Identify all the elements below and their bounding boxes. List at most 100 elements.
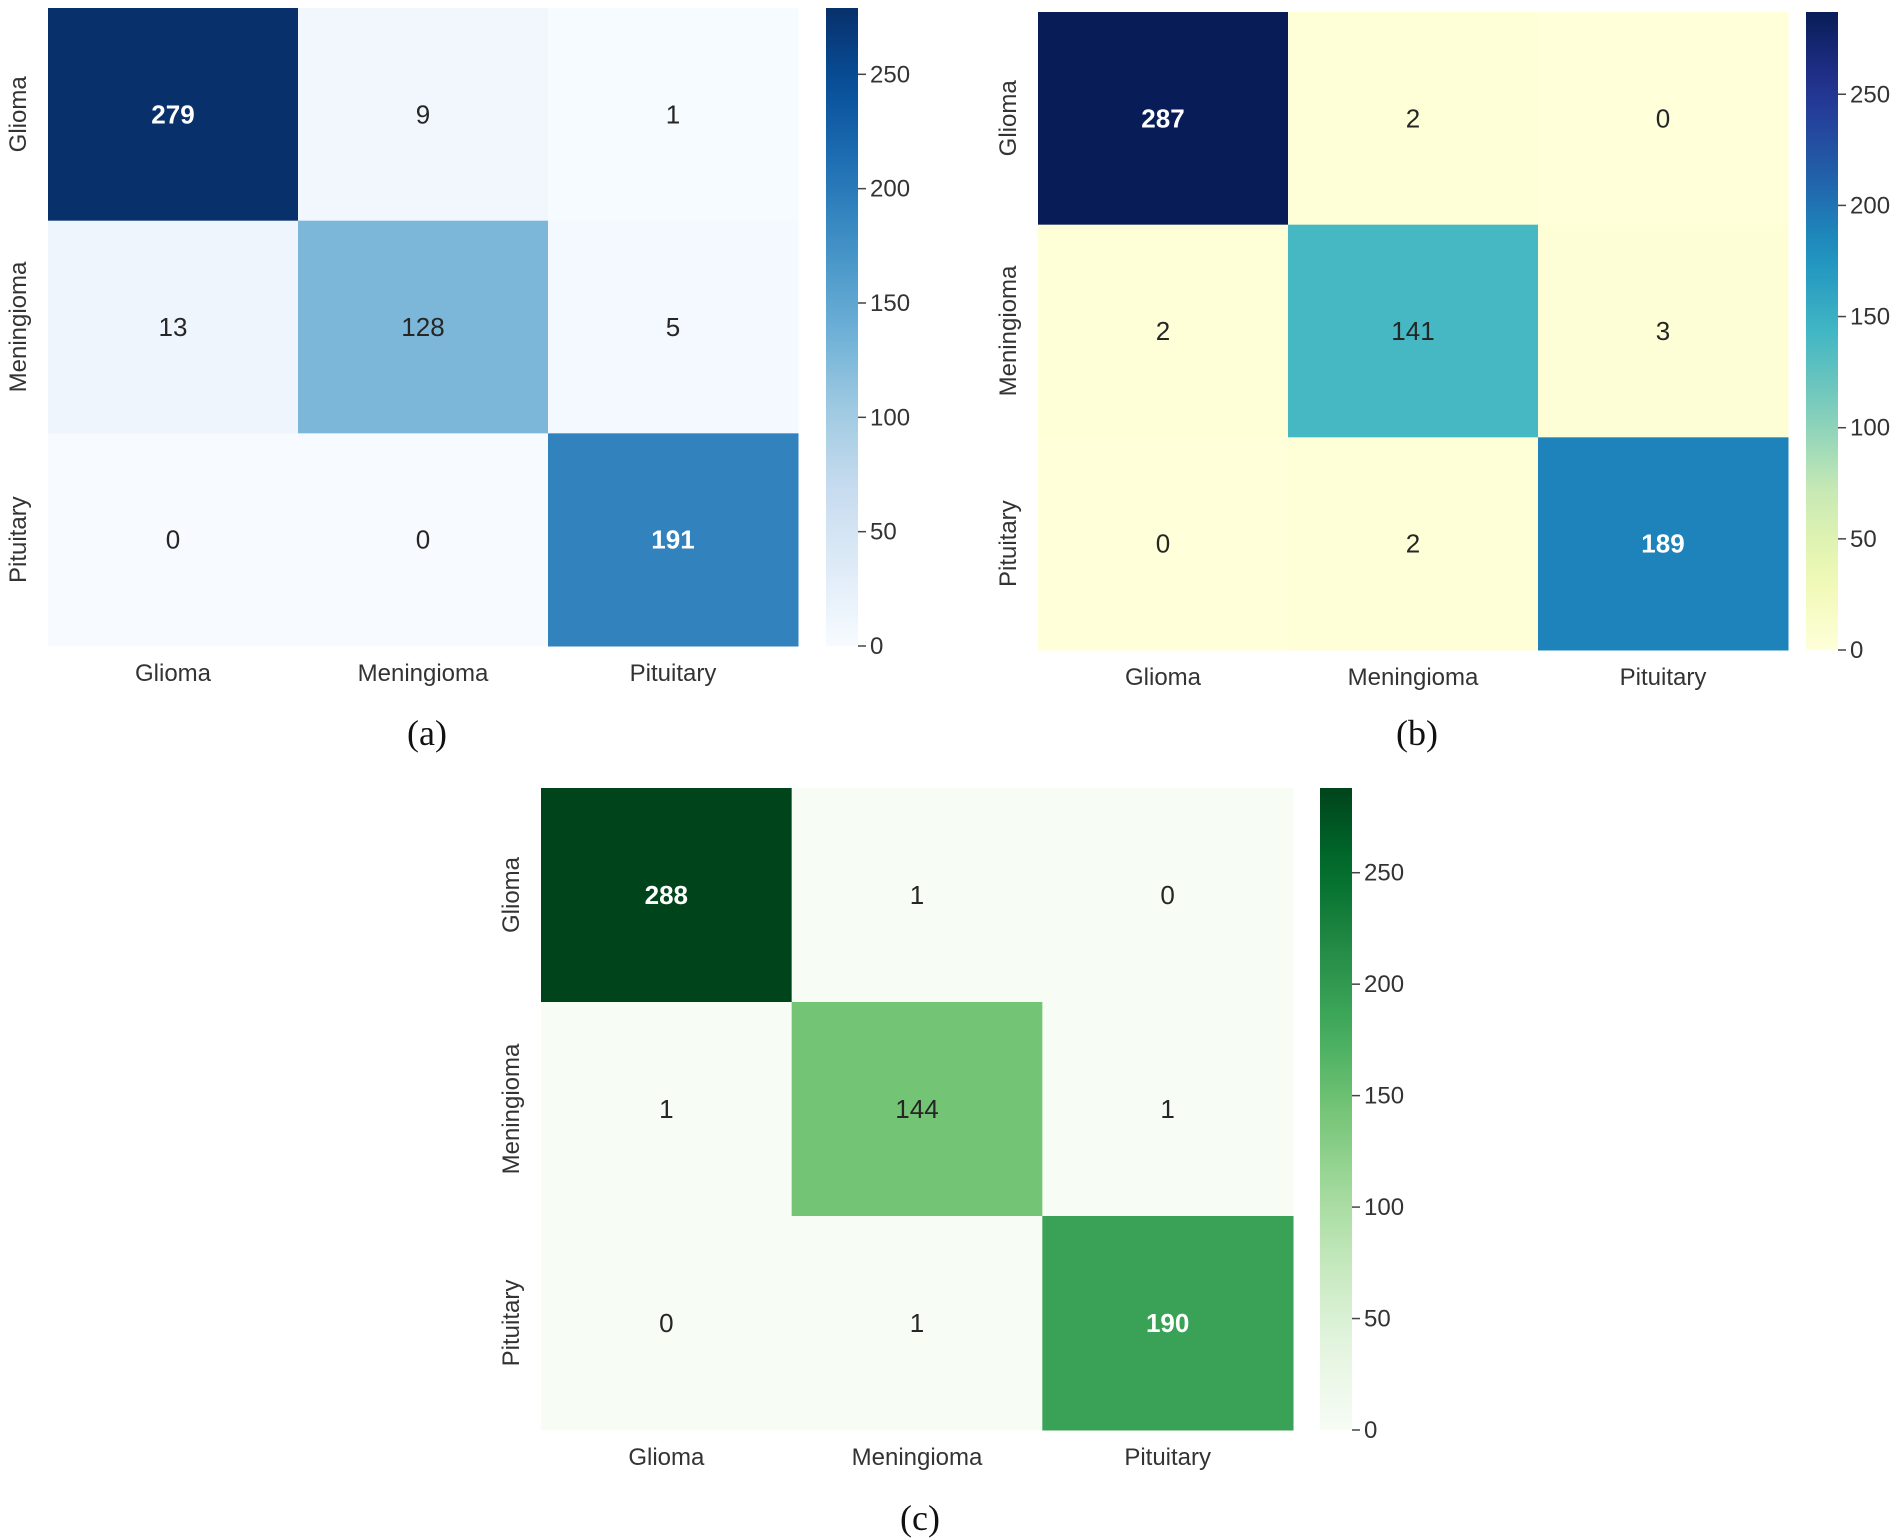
panel-a-colorbar-tick-label: 0 — [870, 633, 883, 660]
panel-c-cell-label-2-1: 1 — [910, 1308, 924, 1338]
panel-b-cell-0-2 — [1538, 12, 1789, 226]
panel-b-cell-0-1 — [1288, 12, 1539, 226]
panel-c-cell-0-0 — [541, 788, 793, 1003]
panel-c-cell-label-0-1: 1 — [910, 880, 924, 910]
panel-b-colorbar-tick-label: 0 — [1850, 637, 1863, 664]
panel-b-cell-1-1 — [1288, 224, 1539, 438]
panel-caption-b: (b) — [1396, 713, 1438, 753]
panel-a-cell-label-1-0: 13 — [159, 312, 188, 342]
panel-c-colorbar-tick-label: 250 — [1364, 860, 1404, 887]
panel-c-cell-0-2 — [1042, 788, 1294, 1003]
panel-b-cell-1-2 — [1538, 224, 1789, 438]
panel-b-cell-2-1 — [1288, 437, 1539, 651]
panel-b-x-tick-label: Pituitary — [1620, 664, 1707, 691]
panel-b-cell-2-0 — [1038, 437, 1289, 651]
panel-c-y-tick-label: Glioma — [498, 856, 525, 933]
panel-b-colorbar-tick-label: 200 — [1850, 192, 1890, 219]
panel-c-cell-2-0 — [541, 1216, 793, 1431]
panel-c-x-tick-label: Glioma — [628, 1444, 705, 1471]
panel-c-cell-label-1-1: 144 — [895, 1094, 938, 1124]
panel-b-colorbar — [1806, 12, 1838, 650]
panel-b-cell-label-0-1: 2 — [1406, 103, 1420, 133]
panel-a-x-tick-label: Pituitary — [630, 660, 717, 687]
panel-caption-c: (c) — [900, 1498, 940, 1538]
panel-c-colorbar-tick-label: 200 — [1364, 971, 1404, 998]
panel-b-y-tick-label: Glioma — [995, 80, 1022, 157]
panel-c-y-tick-label: Meningioma — [498, 1043, 525, 1174]
panel-a-cell-label-0-2: 1 — [666, 99, 680, 129]
panel-c-colorbar-tick-label: 0 — [1364, 1417, 1377, 1444]
panel-a-colorbar-tick-label: 100 — [870, 404, 910, 431]
panel-a-colorbar-tick-label: 50 — [870, 519, 897, 546]
panel-c-colorbar — [1320, 788, 1352, 1430]
panel-b-cell-1-0 — [1038, 224, 1289, 438]
panel-c-heatmap: 288 1 0 1 144 1 0 1 190 Glioma Meningioma Pituitary… — [498, 788, 1404, 1471]
panel-a-cell-label-1-1: 128 — [401, 312, 444, 342]
panel-a-cell-1-2 — [548, 220, 799, 434]
panel-b-cell-label-0-2: 0 — [1656, 103, 1670, 133]
panel-b-y-tick-label: Meningioma — [995, 265, 1022, 396]
panel-b-cell-label-2-1: 2 — [1406, 529, 1420, 559]
panel-a-y-tick-label: Glioma — [5, 76, 32, 153]
panel-b-cell-label-1-1: 141 — [1391, 316, 1434, 346]
panel-b-cell-2-2 — [1538, 437, 1789, 651]
panel-b-cell-label-2-0: 0 — [1156, 529, 1170, 559]
panel-a-cell-label-0-0: 279 — [151, 99, 194, 129]
panel-c-cell-2-1 — [791, 1216, 1043, 1431]
panel-c-x-tick-label: Pituitary — [1124, 1444, 1211, 1471]
panel-b-colorbar-tick-label: 100 — [1850, 415, 1890, 442]
panel-a-cell-2-1 — [298, 433, 549, 647]
panel-c-cell-1-0 — [541, 1002, 793, 1217]
panel-a-cell-2-2 — [548, 433, 799, 647]
panel-c-cell-label-2-0: 0 — [659, 1308, 673, 1338]
panel-b-heatmap: 287 2 0 2 141 3 0 2 189 Glioma Meningioma Pituitary… — [995, 12, 1890, 691]
panel-c-y-tick-label: Pituitary — [498, 1280, 525, 1367]
panel-a-x-tick-label: Glioma — [135, 660, 212, 687]
panel-a-colorbar — [826, 8, 858, 646]
panel-b-cell-label-0-0: 287 — [1141, 103, 1184, 133]
panel-c-cell-1-1 — [791, 1002, 1043, 1217]
panel-a-cell-label-2-2: 191 — [651, 525, 694, 555]
panel-a-y-tick-label: Meningioma — [5, 261, 32, 392]
panel-a-cell-label-2-1: 0 — [416, 525, 430, 555]
panel-c-cell-label-1-0: 1 — [659, 1094, 673, 1124]
panel-a-cell-label-1-2: 5 — [666, 312, 680, 342]
panel-a-cell-0-1 — [298, 8, 549, 222]
panel-c-colorbar-tick-label: 100 — [1364, 1194, 1404, 1221]
panel-b-x-tick-label: Meningioma — [1348, 664, 1479, 691]
panel-a-y-tick-label: Pituitary — [5, 496, 32, 583]
panel-a-colorbar-tick-label: 250 — [870, 61, 910, 88]
panel-b-colorbar-tick-label: 50 — [1850, 526, 1877, 553]
panel-a-cell-2-0 — [48, 433, 299, 647]
panel-c-cell-2-2 — [1042, 1216, 1294, 1431]
panel-a-cell-label-2-0: 0 — [166, 525, 180, 555]
panel-c-x-tick-label: Meningioma — [852, 1444, 983, 1471]
panel-b-cell-label-1-0: 2 — [1156, 316, 1170, 346]
panel-c-cell-label-0-2: 0 — [1160, 880, 1174, 910]
panel-b-cell-label-2-2: 189 — [1641, 529, 1684, 559]
panel-c-cell-label-0-0: 288 — [645, 880, 688, 910]
panel-a-cell-1-0 — [48, 220, 299, 434]
panel-c-cell-label-1-2: 1 — [1160, 1094, 1174, 1124]
panel-c-colorbar-tick-label: 50 — [1364, 1306, 1391, 1333]
panel-a-cell-1-1 — [298, 220, 549, 434]
panel-b-x-tick-label: Glioma — [1125, 664, 1202, 691]
panel-a-cell-0-0 — [48, 8, 299, 222]
panel-c-cell-label-2-2: 190 — [1146, 1308, 1189, 1338]
panel-b-cell-0-0 — [1038, 12, 1289, 226]
panel-a-cell-label-0-1: 9 — [416, 99, 430, 129]
panel-a-x-tick-label: Meningioma — [358, 660, 489, 687]
panel-a-colorbar-tick-label: 200 — [870, 176, 910, 203]
panel-a-colorbar-tick-label: 150 — [870, 290, 910, 317]
panel-b-cell-label-1-2: 3 — [1656, 316, 1670, 346]
panel-c-cell-1-2 — [1042, 1002, 1294, 1217]
panel-c-cell-0-1 — [791, 788, 1043, 1003]
panel-a-cell-0-2 — [548, 8, 799, 222]
panel-b-colorbar-tick-label: 150 — [1850, 304, 1890, 331]
panel-c-colorbar-tick-label: 150 — [1364, 1083, 1404, 1110]
panel-b-y-tick-label: Pituitary — [995, 500, 1022, 587]
panel-caption-a: (a) — [407, 713, 447, 753]
panel-b-colorbar-tick-label: 250 — [1850, 81, 1890, 108]
